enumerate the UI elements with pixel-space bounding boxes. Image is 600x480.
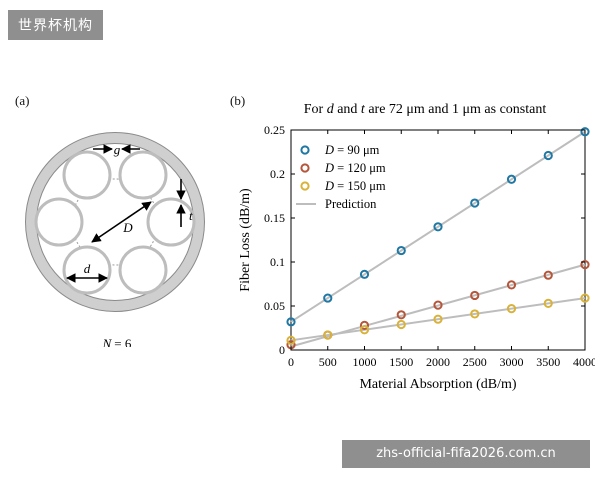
chart-title-symbol-d: d bbox=[327, 102, 335, 117]
data-point bbox=[433, 300, 443, 310]
core-diameter-label: D bbox=[122, 220, 133, 235]
x-tick-label: 4000 bbox=[573, 355, 595, 369]
legend-prediction-label: Prediction bbox=[325, 197, 377, 211]
gap-label: g bbox=[114, 142, 121, 157]
legend-label-symbol: D bbox=[324, 161, 334, 175]
data-point bbox=[359, 325, 370, 335]
chart-title-part: are 72 μm and 1 μm as constant bbox=[365, 102, 547, 117]
legend-marker bbox=[300, 145, 310, 155]
data-point bbox=[580, 127, 590, 137]
capillary-tube bbox=[62, 150, 112, 200]
data-point bbox=[543, 298, 553, 308]
legend-label: D = 120 μm bbox=[324, 161, 386, 175]
tube-count-symbol: N bbox=[102, 336, 113, 347]
x-tick-label: 2500 bbox=[463, 355, 487, 369]
data-point bbox=[433, 222, 443, 232]
y-tick-label: 0.15 bbox=[264, 211, 285, 225]
prediction-line bbox=[290, 130, 586, 323]
y-tick-label: 0.25 bbox=[264, 123, 285, 137]
x-tick-label: 3000 bbox=[500, 355, 524, 369]
data-markers bbox=[286, 127, 590, 350]
capillary-tubes bbox=[34, 150, 196, 295]
x-tick-label: 500 bbox=[319, 355, 337, 369]
tube-count-value: = 6 bbox=[114, 336, 132, 347]
y-tick-label: 0.1 bbox=[270, 255, 285, 269]
legend-label: D = 90 μm bbox=[324, 143, 380, 157]
fiber-cross-section: g t D d N = 6 bbox=[25, 132, 205, 347]
y-axis-label: Fiber Loss (dB/m) bbox=[238, 188, 253, 292]
x-tick-label: 3500 bbox=[536, 355, 560, 369]
outer-cladding-ring bbox=[25, 132, 205, 312]
data-point bbox=[543, 150, 553, 161]
data-point bbox=[580, 293, 590, 303]
data-point bbox=[580, 260, 590, 270]
panel-b-tag: (b) bbox=[230, 93, 246, 108]
legend-label-value: = 90 μm bbox=[334, 143, 380, 157]
data-point bbox=[396, 310, 406, 320]
legend-label: D = 150 μm bbox=[324, 179, 386, 193]
capillary-tube bbox=[118, 150, 168, 200]
x-tick-label: 0 bbox=[288, 355, 294, 369]
legend-marker bbox=[300, 163, 310, 173]
data-point bbox=[396, 319, 406, 330]
data-point bbox=[359, 269, 370, 279]
outer-cladding-edge bbox=[25, 132, 205, 312]
chart-title-part: For bbox=[304, 102, 327, 117]
data-point bbox=[470, 290, 480, 301]
thickness-label: t bbox=[189, 208, 193, 223]
data-point bbox=[433, 314, 443, 324]
prediction-lines bbox=[290, 130, 586, 348]
data-point bbox=[286, 335, 296, 345]
chart-title-symbol-t: t bbox=[361, 102, 366, 117]
data-point bbox=[323, 293, 333, 303]
legend-label-value: = 120 μm bbox=[334, 161, 386, 175]
prediction-line bbox=[290, 297, 586, 342]
x-axis-ticks: 0 500 1000 1500 2000 2500 3000 3500 4000 bbox=[288, 130, 595, 369]
x-tick-label: 1500 bbox=[389, 355, 413, 369]
core-diameter-arrow bbox=[91, 201, 152, 243]
data-point bbox=[396, 245, 406, 256]
capillary-tube bbox=[146, 197, 196, 247]
watermark-top: 世界杯机构 bbox=[8, 10, 103, 40]
chart-title: For d and t are 72 μm and 1 μm as consta… bbox=[304, 102, 547, 117]
tube-count-caption: N = 6 bbox=[102, 336, 132, 347]
y-axis-ticks: 0 0.05 0.1 0.15 0.2 0.25 bbox=[264, 123, 585, 357]
data-point bbox=[470, 198, 480, 208]
data-point bbox=[470, 309, 480, 319]
data-point bbox=[286, 317, 296, 327]
x-tick-label: 2000 bbox=[426, 355, 450, 369]
x-tick-label: 1000 bbox=[353, 355, 377, 369]
watermark-bottom: zhs-official-fifa2026.com.cn bbox=[342, 440, 590, 468]
panel-a-tag: (a) bbox=[15, 93, 30, 108]
y-tick-label: 0 bbox=[279, 343, 285, 357]
capillary-tube bbox=[118, 245, 168, 295]
legend-label-value: = 150 μm bbox=[334, 179, 386, 193]
legend-label-symbol: D bbox=[324, 179, 334, 193]
data-point bbox=[359, 320, 370, 330]
legend-marker bbox=[300, 181, 310, 191]
capillary-tube bbox=[34, 197, 84, 247]
tube-diameter-label: d bbox=[84, 261, 91, 276]
x-axis-label: Material Absorption (dB/m) bbox=[359, 377, 516, 392]
legend-label-symbol: D bbox=[324, 143, 334, 157]
data-point bbox=[506, 280, 517, 290]
fiber-loss-chart: For d and t are 72 μm and 1 μm as consta… bbox=[238, 102, 595, 392]
chart-title-part: and bbox=[334, 102, 361, 117]
data-point bbox=[543, 270, 553, 280]
y-tick-label: 0.2 bbox=[270, 167, 285, 181]
data-point bbox=[506, 174, 517, 184]
y-tick-label: 0.05 bbox=[264, 299, 285, 313]
data-point bbox=[506, 304, 517, 314]
data-point bbox=[323, 330, 333, 340]
